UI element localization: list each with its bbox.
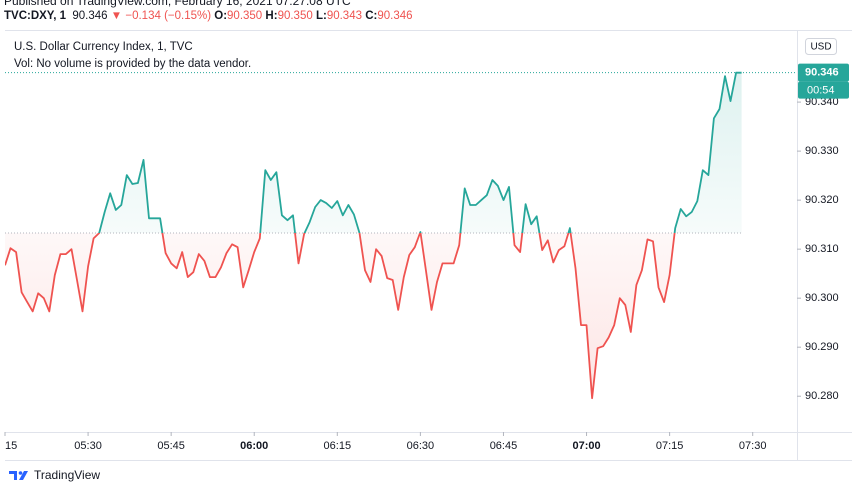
y-tick-label: 90.290 [805,341,839,353]
x-tick-label: 15 [5,440,17,452]
area-fill [5,72,742,399]
plot-area [5,71,742,400]
ohlc-value: 90.350 [227,10,263,22]
legend-title: U.S. Dollar Currency Index, 1, TVC [14,41,193,53]
countdown-box [798,81,849,99]
ohlc: O:90.350 H:90.350 L:90.343 C:90.346 [214,10,412,22]
y-tick-label: 90.320 [805,194,839,206]
last-price-label: 90.346 [805,67,839,79]
y-tick-label: 90.330 [805,145,839,157]
x-tick-label: 06:15 [324,440,352,452]
x-tick-label: 07:30 [739,440,767,452]
volume-note: Vol: No volume is provided by the data v… [14,58,251,70]
currency-button[interactable] [805,38,837,55]
brand-name: TradingView [34,468,101,482]
ohlc-key: O: [214,10,228,22]
ohlc-value: 90.350 [277,10,313,22]
x-tick-label: 05:45 [157,440,185,452]
price-line [5,71,742,400]
x-tick-label: 06:00 [240,440,268,452]
x-tick-label: 06:30 [407,440,435,452]
ohlc-value: 90.346 [377,10,413,22]
x-tick-label: 05:30 [74,440,102,452]
currency-label[interactable]: USD [810,42,831,53]
symbol-line: TVC:DXY, 1 90.346 ▼ −0.134 (−0.15%) O:90… [4,10,413,22]
y-tick-label: 90.340 [805,96,839,108]
change: −0.134 (−0.15%) [125,10,212,22]
change-arrow: ▼ [110,10,123,22]
chart: U.S. Dollar Currency Index, 1, TVC Vol: … [4,30,852,461]
last-price-box [798,63,849,82]
ohlc-value: 90.343 [326,10,362,22]
ohlc-key: C: [365,10,378,22]
footer: TradingView [8,468,100,482]
countdown-label: 00:54 [807,85,835,97]
ohlc-key: L: [315,10,327,22]
published-note: Published on TradingView.com, February 1… [4,0,351,8]
x-tick-label: 07:15 [656,440,684,452]
brand-logo [9,471,28,480]
x-tick-label: 06:45 [490,440,518,452]
y-tick-label: 90.300 [805,292,839,304]
ohlc-key: H: [265,10,278,22]
y-tick-label: 90.310 [805,243,839,255]
last-price: 90.346 [72,10,108,22]
x-tick-label: 07:00 [572,440,600,452]
y-tick-label: 90.280 [805,390,839,402]
symbol: TVC:DXY, 1 [4,10,66,22]
